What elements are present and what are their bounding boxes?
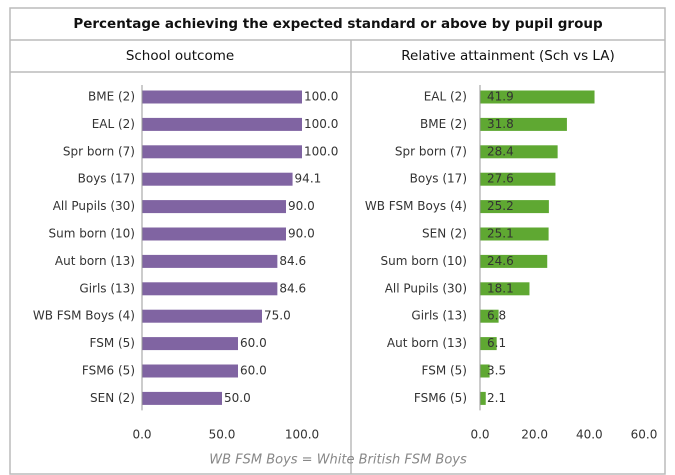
bar [142, 227, 286, 241]
value-label: 6.8 [487, 309, 506, 323]
value-label: 90.0 [288, 199, 315, 213]
bar [142, 254, 278, 268]
category-label: SEN (2) [422, 227, 467, 241]
panel-title: School outcome [126, 48, 234, 64]
category-label: Boys (17) [410, 172, 467, 186]
value-label: 100.0 [304, 117, 338, 131]
category-label: Sum born (10) [381, 254, 467, 268]
value-label: 28.4 [487, 144, 514, 158]
category-label: SEN (2) [90, 391, 135, 405]
bar [480, 309, 499, 323]
value-label: 75.0 [264, 309, 291, 323]
bar [480, 117, 567, 131]
bar [142, 364, 238, 378]
x-tick-label: 0.0 [470, 428, 489, 442]
category-label: Girls (13) [411, 309, 467, 323]
footnote: WB FSM Boys = White British FSM Boys [209, 453, 467, 468]
category-label: BME (2) [88, 90, 135, 104]
panel-title: Relative attainment (Sch vs LA) [401, 48, 615, 64]
value-label: 90.0 [288, 227, 315, 241]
bar [142, 282, 278, 296]
value-label: 24.6 [487, 254, 514, 268]
category-label: WB FSM Boys (4) [365, 199, 467, 213]
bar [480, 172, 556, 186]
value-label: 25.2 [487, 199, 514, 213]
value-label: 2.1 [487, 391, 506, 405]
value-label: 84.6 [279, 281, 306, 295]
category-label: Aut born (13) [55, 254, 135, 268]
x-tick-label: 60.0 [631, 428, 658, 442]
category-label: Spr born (7) [395, 144, 467, 158]
value-label: 94.1 [295, 172, 322, 186]
value-label: 25.1 [487, 227, 514, 241]
bar [480, 145, 558, 159]
category-label: FSM6 (5) [414, 391, 467, 405]
bar [480, 254, 548, 268]
value-label: 41.9 [487, 90, 514, 104]
value-label: 27.6 [487, 172, 514, 186]
bar [480, 90, 595, 104]
bar [480, 337, 497, 351]
category-label: Girls (13) [79, 281, 135, 295]
bar [480, 227, 549, 241]
bar [142, 90, 302, 104]
value-label: 50.0 [224, 391, 251, 405]
x-tick-label: 50.0 [209, 428, 236, 442]
bar [142, 145, 302, 159]
bar [142, 117, 302, 131]
value-label: 60.0 [240, 336, 267, 350]
bar [480, 364, 490, 378]
category-label: EAL (2) [424, 90, 467, 104]
category-label: BME (2) [420, 117, 467, 131]
x-tick-label: 0.0 [132, 428, 151, 442]
category-label: All Pupils (30) [385, 281, 467, 295]
category-label: FSM (5) [422, 364, 467, 378]
bar [142, 337, 238, 351]
x-tick-label: 100.0 [285, 428, 319, 442]
category-label: FSM (5) [90, 336, 135, 350]
x-tick-label: 20.0 [521, 428, 548, 442]
bar [480, 200, 549, 214]
value-label: 60.0 [240, 364, 267, 378]
category-label: WB FSM Boys (4) [33, 309, 135, 323]
value-label: 6.1 [487, 336, 506, 350]
value-label: 18.1 [487, 281, 514, 295]
category-label: All Pupils (30) [53, 199, 135, 213]
bar [142, 172, 293, 186]
value-label: 31.8 [487, 117, 514, 131]
value-label: 84.6 [279, 254, 306, 268]
chart-title: Percentage achieving the expected standa… [73, 16, 603, 32]
category-label: EAL (2) [92, 117, 135, 131]
bar [142, 391, 222, 405]
category-label: Sum born (10) [49, 227, 135, 241]
bar [142, 200, 286, 214]
value-label: 100.0 [304, 90, 338, 104]
frame [9, 7, 666, 475]
bar [142, 309, 262, 323]
category-label: FSM6 (5) [82, 364, 135, 378]
bar [480, 282, 530, 296]
category-label: Spr born (7) [63, 144, 135, 158]
x-tick-label: 40.0 [576, 428, 603, 442]
category-label: Aut born (13) [387, 336, 467, 350]
value-label: 3.5 [487, 364, 506, 378]
value-label: 100.0 [304, 144, 338, 158]
category-label: Boys (17) [78, 172, 135, 186]
bar [480, 391, 486, 405]
